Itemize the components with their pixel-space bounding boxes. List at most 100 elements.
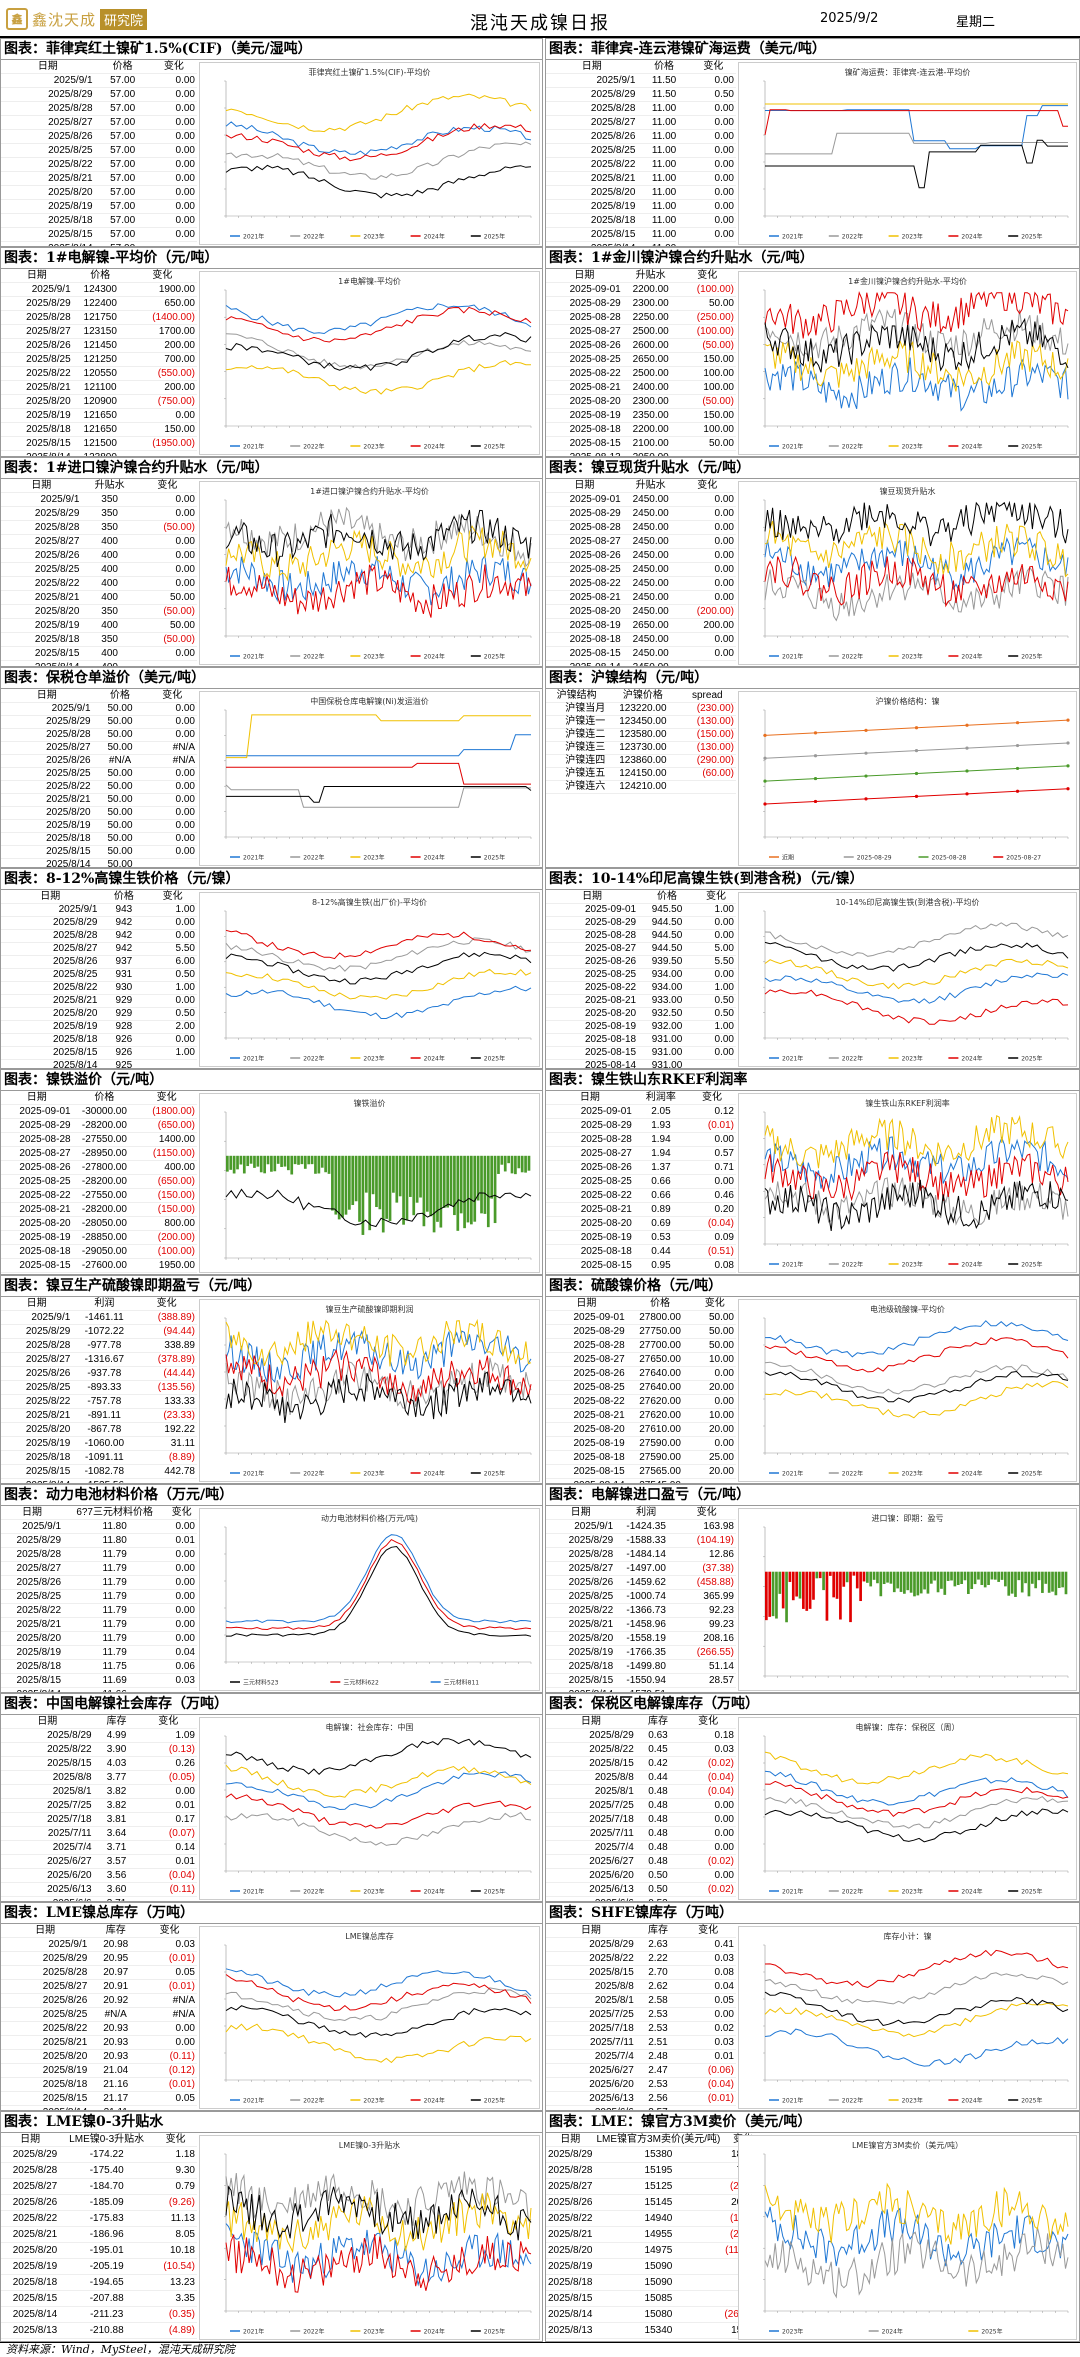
table-cell: 2025/8/22 [1, 576, 82, 591]
table-header: 升贴水 [622, 270, 679, 283]
table-cell: 2025-08-27 [1, 1146, 73, 1161]
table-cell: 1.18 [154, 2146, 197, 2163]
section-s2: 图表：菲律宾-连云港镍矿海运费（美元/吨） 日期 价格 变化 2025/9/1 11.50… [545, 38, 1080, 247]
table-cell: 123730.00 [607, 741, 679, 755]
table-row: 2025/8/8 0.44 (0.04) [546, 1770, 736, 1785]
table-cell: 11.79 [63, 1589, 167, 1604]
table-row: 2025/8/21 -1458.96 99.23 [546, 1617, 736, 1632]
table-cell: 2025/8/18 [1, 1033, 100, 1047]
table-cell: 2025/8/25 [1, 968, 100, 982]
table-cell: 2025-08-18 [1, 1244, 73, 1259]
table-cell: 2025/7/4 [546, 1840, 636, 1855]
table-cell: 2025/8/27 [1, 324, 73, 339]
legend-label: 2022年 [842, 1888, 863, 1896]
legend-label: 2024年 [961, 653, 982, 661]
chart-title: 8-12%高镍生铁(出厂价)-平均价 [312, 898, 427, 907]
series-line [225, 1738, 532, 1775]
table-cell: 2025/8/15 [1, 1464, 73, 1479]
histogram-bar [375, 1155, 378, 1208]
series-line [764, 765, 1069, 782]
table-cell: 57.00 [94, 129, 151, 144]
table-cell: 2025/8/20 [546, 1631, 616, 1646]
table-row: 2025/7/18 0.48 0.00 [546, 1812, 736, 1827]
table-cell: 2025/8/19 [1, 819, 93, 833]
legend-label: 2021年 [782, 653, 803, 661]
report-weekday: 星期二 [956, 15, 996, 30]
histogram-bar [859, 1571, 862, 1602]
table-row: 2025-08-18 2200.00 100.00 [546, 422, 736, 437]
series-line [764, 1179, 1069, 1231]
table-header: 变化 [148, 891, 197, 904]
table-cell: 2025-08-28 [546, 1132, 634, 1147]
data-table: 日期 6?7三元材料价格 变化 2025/9/1 11.80 0.00 2025/8/29 1… [1, 1507, 197, 1692]
table-row: 2025-08-28 1.94 0.00 [546, 1132, 736, 1147]
histogram-bar [765, 1571, 768, 1621]
table-cell: 2300.00 [622, 296, 679, 311]
table-cell: 2025/8/18 [1, 1450, 73, 1465]
table-cell: 0.00 [690, 157, 736, 172]
section-title: 图表：保税区电解镍库存（万吨） [546, 1694, 1079, 1715]
table-row: 2025/8/19 11.00 0.00 [546, 199, 736, 214]
table-row: 2025/8/2915380185.00 [546, 2146, 764, 2163]
table-cell: 2025-08-22 [546, 981, 639, 995]
table-row: 2025/8/12-205.99 [1, 2338, 197, 2341]
legend-label: 2022年 [303, 854, 324, 862]
table-cell: -28200.00 [72, 1202, 137, 1217]
table-cell: -1579.51 [615, 1687, 678, 1692]
legend-label: 2025年 [484, 233, 505, 241]
histogram-bar [967, 1571, 970, 1594]
table-cell: 2025-08-26 [546, 1160, 634, 1175]
table-cell: 0.00 [690, 213, 736, 228]
legend-label: 2022年 [842, 2097, 863, 2105]
table-cell [166, 1687, 197, 1692]
table-cell: 0.00 [678, 534, 736, 549]
table-row: 2025/8/27 57.00 0.00 [1, 115, 197, 130]
histogram-bar [317, 1155, 321, 1174]
table-cell: 0.48 [635, 1798, 681, 1813]
histogram-bar [889, 1571, 893, 1584]
legend-label: 2021年 [243, 653, 264, 661]
table-cell: 27545.00 [626, 1478, 694, 1483]
table-row: 2025-08-20 2450.00 (200.00) [546, 604, 736, 619]
histogram-bar [456, 1155, 460, 1231]
series-line [764, 555, 1069, 608]
table-row: 2025/8/14123800 [1, 450, 197, 456]
table-cell: 2025/8/26 [1, 1575, 64, 1590]
series-line [226, 714, 531, 759]
table-cell: 350 [81, 604, 138, 619]
table-row: 2025/8/19 -205.19 (10.54) [1, 2258, 197, 2275]
chart-s10: 2021年 2022年 2023年 2024年 2025年 10-14%印尼高镍生铁(到港… [738, 892, 1077, 1067]
histogram-bar [470, 1155, 473, 1225]
table-cell: 0.03 [166, 1673, 197, 1688]
table-row: 2025/8/22 50.00 0.00 [1, 780, 197, 794]
table-cell: 沪镍连一 [546, 715, 608, 729]
table-cell: 2.57 [635, 2105, 681, 2110]
table-row: 2025/8/29 942 0.00 [1, 916, 197, 930]
table-cell: 9.30 [154, 2162, 197, 2179]
histogram-bar [273, 1155, 277, 1172]
table-header: 日期 [1, 1507, 64, 1520]
table-header: 变化 [688, 1092, 736, 1105]
table-cell: 0.00 [137, 492, 197, 507]
table-cell: (388.89) [136, 1310, 197, 1325]
table-row: 2025/9/1 11.50 0.00 [546, 73, 736, 88]
series-line [225, 937, 532, 972]
data-table: 日期 库存 变化 2025/8/29 0.63 0.18 2025/8/22 0.45 0.03… [546, 1716, 736, 1901]
table-cell: 0.69 [633, 1216, 688, 1231]
table-cell: -891.11 [72, 1408, 137, 1423]
legend-label: 2024年 [961, 1470, 982, 1478]
histogram-bar [788, 1571, 792, 1582]
table-cell: 50.00 [92, 806, 148, 820]
table-cell: 2025/8/20 [546, 185, 638, 200]
table-cell: -757.78 [72, 1394, 137, 1409]
table-row: 2025-09-01 945.50 1.00 [546, 903, 736, 917]
table-cell: 2025/8/25 [546, 1589, 616, 1604]
table-cell: 2025/8/14 [546, 241, 638, 246]
table-cell: 2025/8/20 [1, 604, 82, 619]
table-row: 2025/8/14 -211.23 (0.35) [1, 2306, 197, 2323]
table-cell [678, 780, 736, 794]
table-cell: 2450.00 [622, 562, 679, 577]
table-cell: 2025/8/26 [546, 1575, 616, 1590]
legend-label: 2021年 [243, 443, 264, 451]
